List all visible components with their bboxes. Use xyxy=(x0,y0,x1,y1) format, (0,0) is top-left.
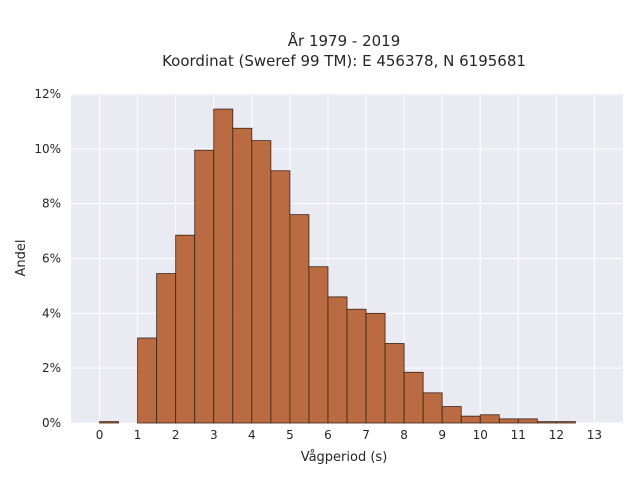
y-tick-label: 10% xyxy=(34,142,61,156)
x-tick-label: 7 xyxy=(362,428,370,442)
histogram-bar xyxy=(308,266,329,424)
histogram-bar xyxy=(194,149,215,424)
x-tick-labels: 0 1 2 3 4 5 6 7 8 9 10 11 12 13 xyxy=(96,428,602,442)
x-axis-label: Vågperiod (s) xyxy=(301,450,388,465)
histogram-bar xyxy=(270,170,291,424)
x-tick-label: 11 xyxy=(511,428,526,442)
histogram-bar xyxy=(479,414,500,424)
x-tick-label: 2 xyxy=(172,428,180,442)
histogram-bar xyxy=(403,371,424,424)
y-tick-label: 2% xyxy=(42,361,61,375)
y-tick-label: 12% xyxy=(34,87,61,101)
y-tick-label: 4% xyxy=(42,306,61,320)
histogram-bar xyxy=(498,418,519,424)
chart-title-line-1: År 1979 - 2019 xyxy=(288,31,401,50)
chart-title-line-2: Koordinat (Sweref 99 TM): E 456378, N 61… xyxy=(162,52,526,70)
histogram-bar xyxy=(137,337,158,424)
histogram-bar xyxy=(460,415,481,424)
histogram-bar xyxy=(555,421,576,424)
histogram-bar xyxy=(441,406,462,424)
histogram-bar xyxy=(99,421,119,424)
histogram-bar xyxy=(232,127,253,424)
histogram-bar xyxy=(346,308,367,424)
x-tick-label: 3 xyxy=(210,428,218,442)
x-tick-label: 6 xyxy=(324,428,332,442)
y-axis-label: Andel xyxy=(14,240,29,277)
y-tick-label: 8% xyxy=(42,197,61,211)
histogram-bar xyxy=(213,108,234,424)
histogram-bar xyxy=(251,140,272,424)
histogram-bar xyxy=(517,418,538,424)
histogram-bar xyxy=(156,273,177,424)
x-tick-label: 12 xyxy=(549,428,564,442)
x-tick-label: 5 xyxy=(286,428,294,442)
y-tick-label: 6% xyxy=(42,252,61,266)
histogram-bar xyxy=(536,421,557,424)
y-tick-labels: 0% 2% 4% 6% 8% 10% 12% xyxy=(34,87,61,430)
x-tick-label: 13 xyxy=(587,428,602,442)
histogram-bar xyxy=(384,343,405,424)
x-tick-label: 9 xyxy=(438,428,446,442)
histogram-bar xyxy=(365,312,386,424)
histogram-bar xyxy=(289,214,310,424)
x-tick-label: 0 xyxy=(96,428,104,442)
y-tick-label: 0% xyxy=(42,416,61,430)
x-tick-label: 10 xyxy=(473,428,488,442)
x-tick-label: 8 xyxy=(400,428,408,442)
x-tick-label: 4 xyxy=(248,428,256,442)
histogram-bar xyxy=(422,392,443,424)
histogram-bar xyxy=(327,296,348,424)
bars xyxy=(99,108,576,424)
histogram-bar xyxy=(175,234,196,424)
x-tick-label: 1 xyxy=(134,428,142,442)
